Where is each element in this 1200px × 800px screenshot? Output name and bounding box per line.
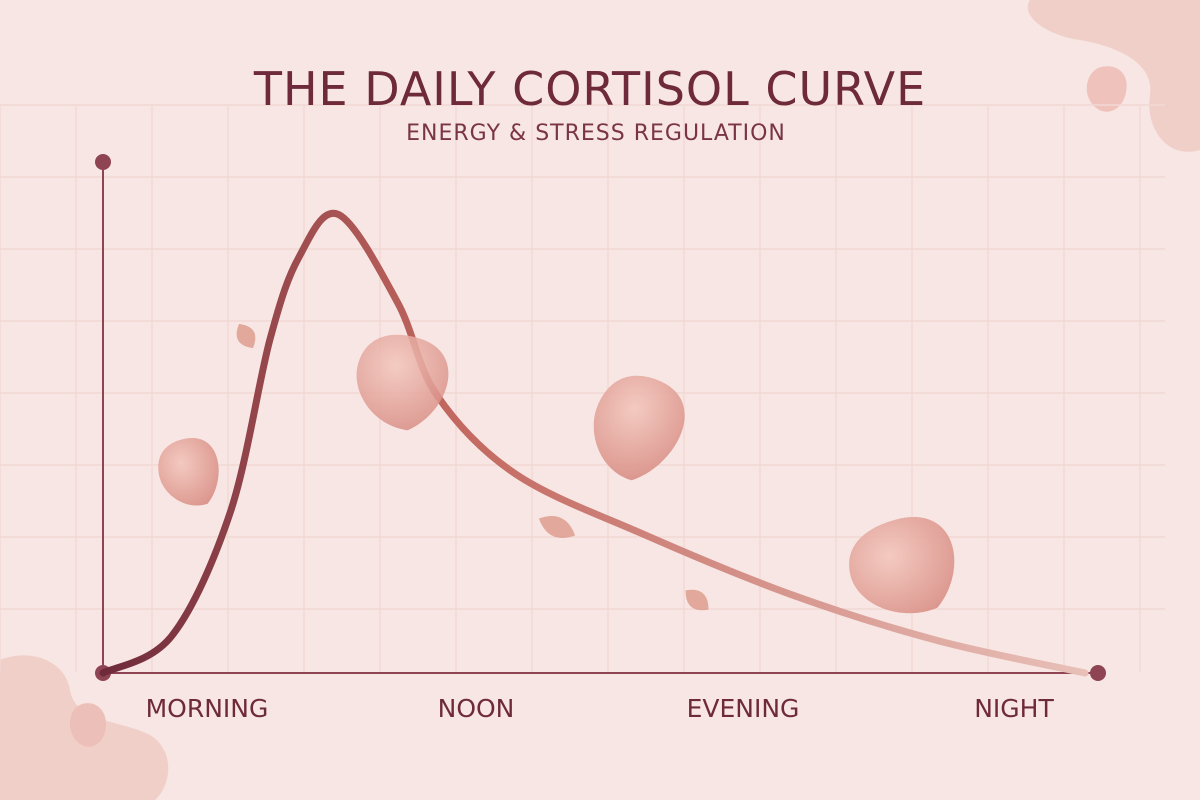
small-blob-top-right [1086,66,1127,112]
petal-4 [849,517,955,614]
x-tick-morning: MORNING [145,694,269,723]
petal-1 [158,438,219,506]
leaf-1 [236,323,256,349]
small-blob-bottom-left [69,703,106,747]
decorative-petals [158,323,955,614]
cortisol-curve-line [99,209,1089,677]
x-tick-evening: EVENING [686,694,800,723]
corner-blob-top-right [1027,0,1200,152]
leaf-2 [538,515,576,539]
chart-subtitle: ENERGY & STRESS REGULATION [406,121,786,146]
petal-3 [593,375,685,481]
chart-title: THE DAILY CORTISOL CURVE [253,62,927,116]
x-tick-night: NIGHT [974,694,1054,723]
grid-lines [0,104,1165,672]
leaf-3 [685,589,709,611]
y-axis-end-dot [95,154,111,170]
x-tick-noon: NOON [437,694,515,723]
x-axis-end-dot [1090,665,1106,681]
petal-2 [356,334,449,431]
